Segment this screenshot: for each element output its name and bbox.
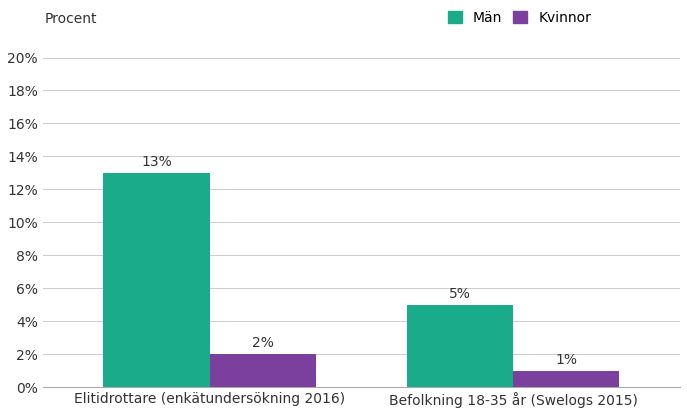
Text: 2%: 2%: [252, 336, 273, 350]
Text: 13%: 13%: [141, 155, 172, 169]
Text: 5%: 5%: [449, 287, 471, 301]
Text: 1%: 1%: [555, 353, 577, 366]
Bar: [210, 354, 316, 387]
Text: Procent: Procent: [45, 12, 97, 27]
Legend: Män, Kvinnor: Män, Kvinnor: [442, 5, 596, 30]
Bar: [513, 371, 620, 387]
Bar: [407, 305, 513, 387]
Bar: [103, 173, 210, 387]
